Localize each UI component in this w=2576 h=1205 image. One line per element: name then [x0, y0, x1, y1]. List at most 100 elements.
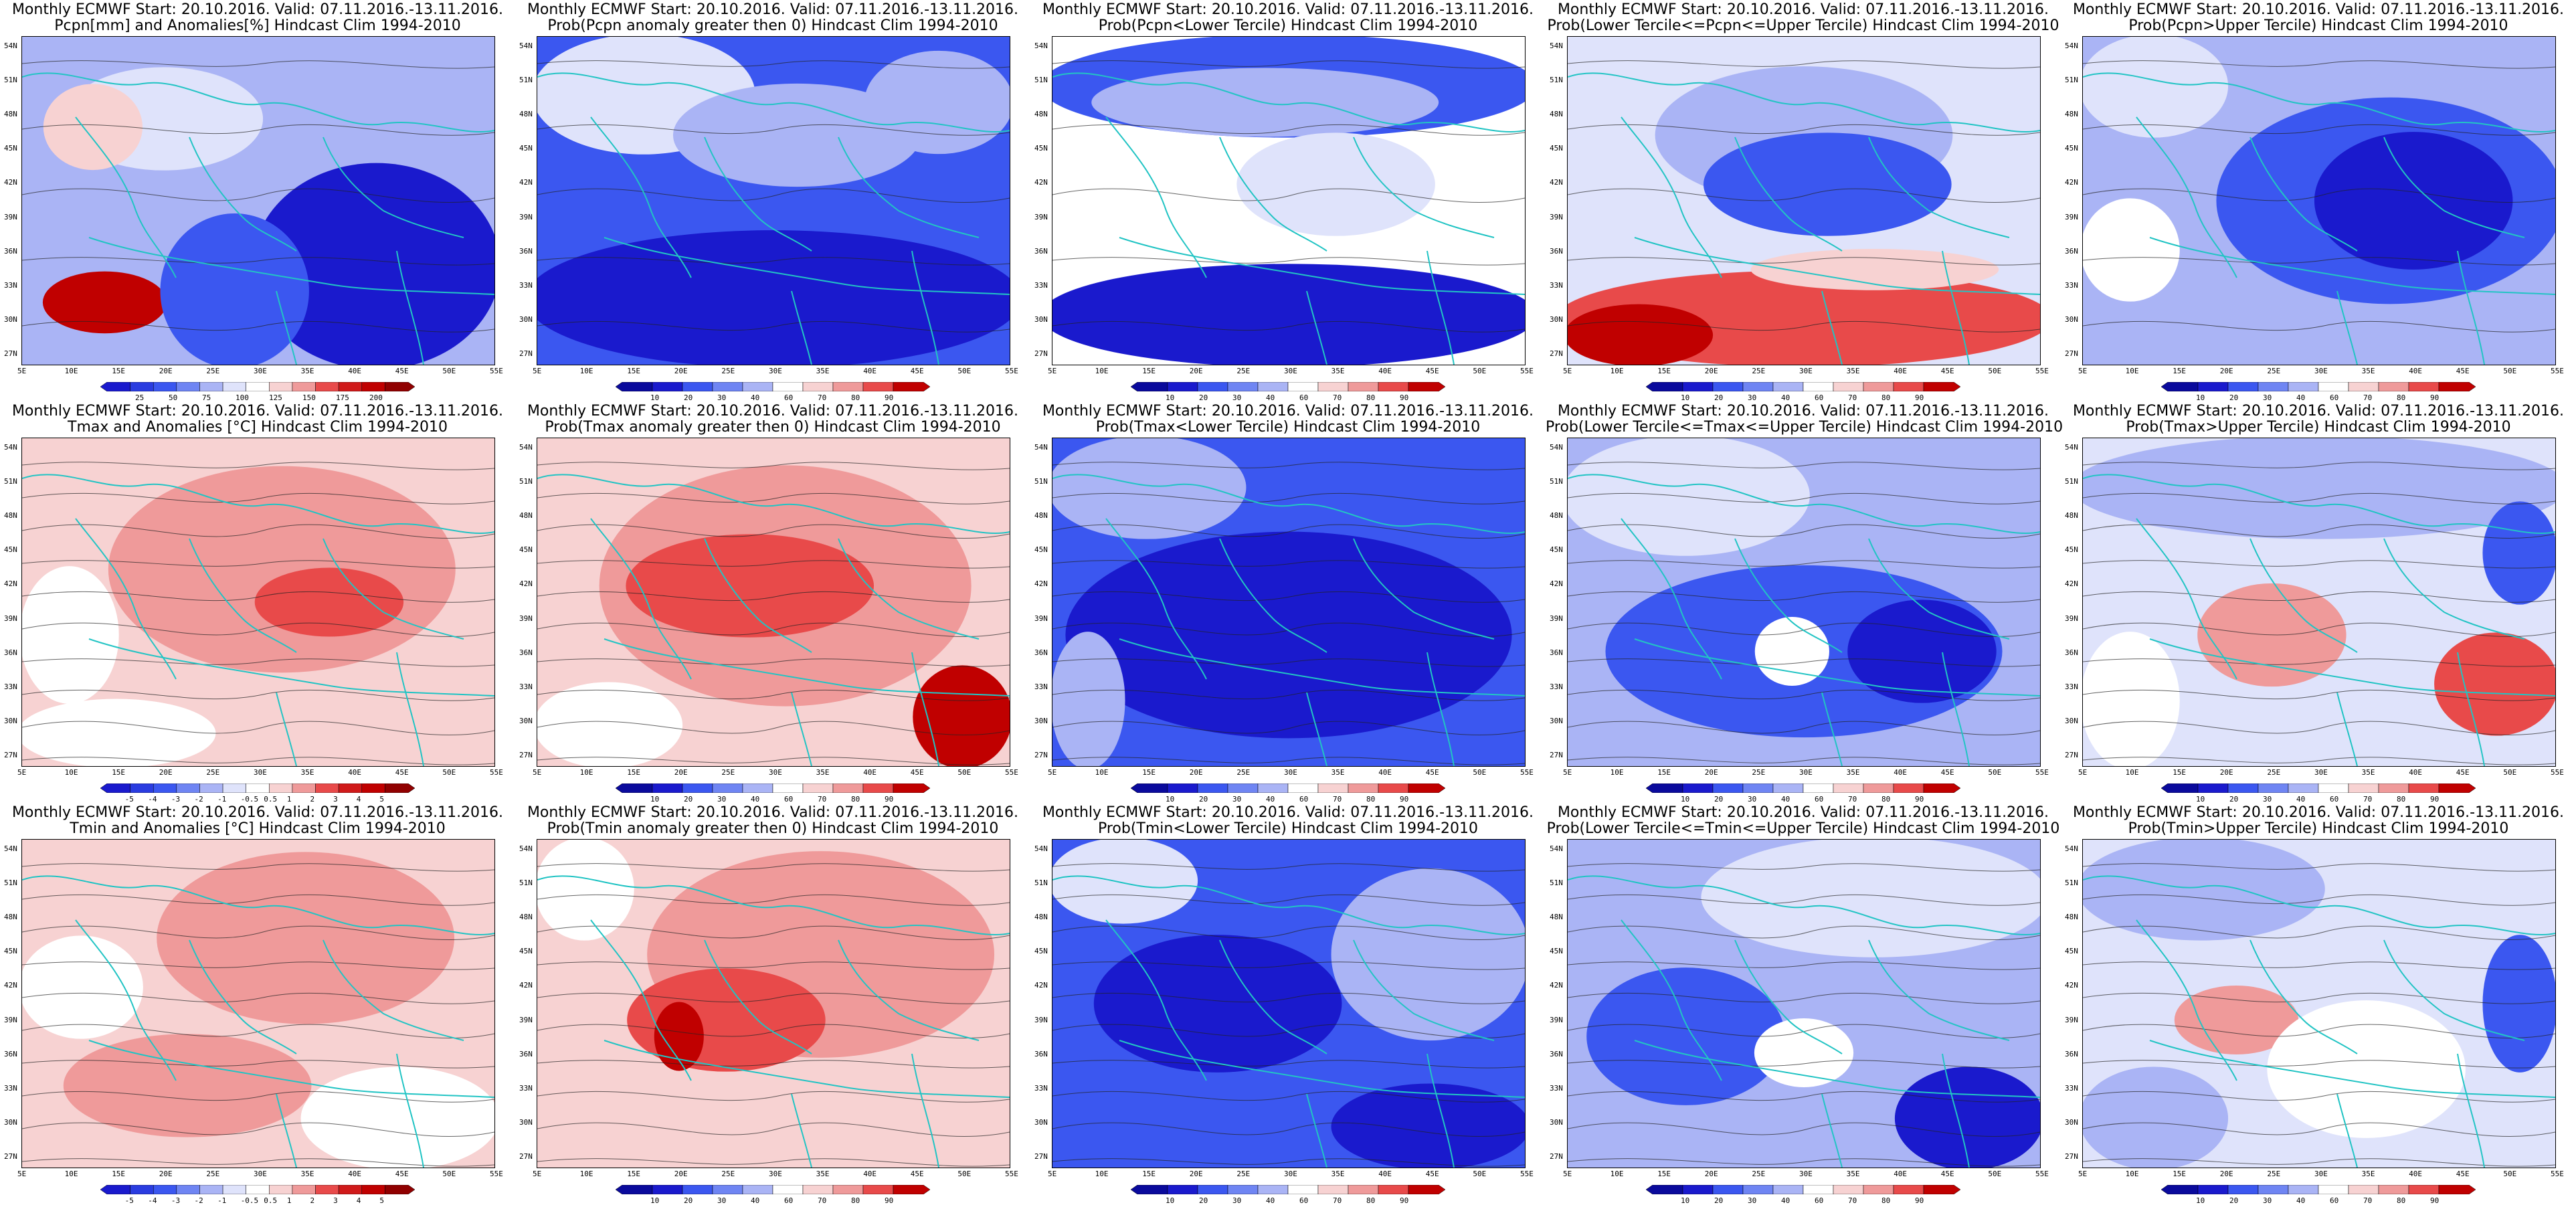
colorbar-tick-label: 30: [1748, 795, 1757, 804]
longitude-label: 50E: [1473, 1170, 1487, 1178]
latitude-label: 45N: [519, 947, 533, 956]
longitude-label: 5E: [2078, 1170, 2088, 1178]
longitude-label: 10E: [2125, 1170, 2139, 1178]
panel-title-line1: Monthly ECMWF Start: 20.10.2016. Valid: …: [527, 804, 1019, 821]
colorbar-tick-label: 90: [1915, 795, 1924, 804]
panel-title-line1: Monthly ECMWF Start: 20.10.2016. Valid: …: [1557, 403, 2049, 420]
colorbar-swatch: [772, 381, 804, 392]
longitude-label: 55E: [2551, 768, 2564, 777]
colorbar-swatch: [862, 381, 894, 392]
colorbar-swatch: [802, 1184, 834, 1195]
longitude-label: 55E: [2035, 768, 2049, 777]
colorbar-swatch: [2197, 381, 2229, 392]
longitude-label: 40E: [863, 367, 877, 375]
map-panel: Monthly ECMWF Start: 20.10.2016. Valid: …: [1030, 803, 1546, 1205]
longitude-label: 55E: [1005, 1170, 1018, 1178]
field-patch: [1754, 617, 1829, 686]
colorbar-tick-label: 20: [684, 393, 693, 402]
colorbar-swatch: [772, 783, 804, 794]
latitude-label: 45N: [2065, 545, 2078, 555]
field-patch: [43, 84, 143, 171]
latitude-label: 33N: [4, 280, 17, 290]
colorbar-tick-label: 90: [885, 795, 894, 804]
longitude-label: 50E: [1473, 367, 1487, 375]
longitude-label: 45E: [2456, 768, 2470, 777]
latitude-label: 33N: [1034, 1083, 1048, 1093]
panel-title-line1: Monthly ECMWF Start: 20.10.2016. Valid: …: [1557, 804, 2049, 821]
map-panel: Monthly ECMWF Start: 20.10.2016. Valid: …: [2061, 0, 2576, 402]
longitude-label: 45E: [910, 367, 924, 375]
colorbar-tick-label: 40: [1266, 795, 1275, 804]
longitude-label: 40E: [348, 367, 362, 375]
latitude-label: 54N: [1550, 41, 1563, 50]
colorbar-swatch: [1923, 381, 1961, 392]
colorbar-tick-label: 70: [2363, 1196, 2373, 1205]
panel-title-line2: Prob(Tmin anomaly greater then 0) Hindca…: [547, 820, 999, 837]
colorbar-swatch: [269, 783, 293, 794]
colorbar-tick-label: 20: [1714, 795, 1724, 804]
latitude-label: 54N: [2065, 443, 2078, 452]
latitude-label: 51N: [4, 76, 17, 85]
latitude-label: 33N: [1034, 682, 1048, 691]
colorbar-tick-label: 60: [784, 795, 794, 804]
latitude-label: 30N: [4, 716, 17, 725]
field-patch: [63, 1034, 312, 1137]
longitude-label: 45E: [2456, 1170, 2470, 1178]
colorbar: [2160, 1184, 2476, 1195]
longitude-label: 45E: [1425, 768, 1439, 777]
latitude-label: 51N: [2065, 878, 2078, 888]
colorbar-swatch: [338, 1184, 363, 1195]
field-patch: [672, 83, 921, 187]
latitude-label: 51N: [4, 878, 17, 888]
latitude-label: 45N: [1550, 144, 1563, 153]
colorbar-tick-label: 20: [2229, 393, 2239, 402]
colorbar-tick-label: 40: [2296, 795, 2306, 804]
longitude-label: 5E: [1048, 768, 1057, 777]
colorbar-swatch: [246, 783, 270, 794]
colorbar-swatch: [2318, 381, 2349, 392]
longitude-label: 5E: [17, 768, 27, 777]
field-patch: [537, 682, 683, 766]
latitude-label: 45N: [1034, 144, 1048, 153]
longitude-label: 15E: [2173, 768, 2187, 777]
latitude-label: 51N: [1550, 878, 1563, 888]
latitude-label: 36N: [1034, 1049, 1048, 1058]
longitude-label: 45E: [910, 768, 924, 777]
longitude-label: 10E: [1095, 367, 1109, 375]
longitude-label: 35E: [1331, 367, 1345, 375]
colorbar: [2160, 783, 2476, 794]
colorbar-swatch: [1742, 783, 1774, 794]
latitude-label: 39N: [4, 614, 17, 623]
longitude-label: 40E: [348, 768, 362, 777]
longitude-label: 30E: [1799, 1170, 1813, 1178]
longitude-label: 35E: [1846, 1170, 1860, 1178]
latitude-label: 48N: [1034, 913, 1048, 922]
latitude-label: 30N: [4, 314, 17, 324]
latitude-label: 42N: [4, 579, 17, 589]
latitude-label: 33N: [519, 1083, 533, 1093]
longitude-label: 20E: [2219, 768, 2233, 777]
colorbar-swatch: [2348, 1184, 2379, 1195]
colorbar-swatch: [1742, 1184, 1774, 1195]
latitude-label: 30N: [1550, 314, 1563, 324]
colorbar-swatch: [269, 1184, 293, 1195]
latitude-label: 54N: [1034, 443, 1048, 452]
longitude-label: 20E: [1704, 768, 1718, 777]
colorbar-swatch: [832, 1184, 864, 1195]
colorbar-tick-label: 90: [1915, 1196, 1924, 1205]
colorbar-swatch: [153, 1184, 177, 1195]
colorbar-swatch: [1682, 381, 1714, 392]
colorbar-swatch: [1167, 381, 1198, 392]
longitude-label: 55E: [490, 367, 503, 375]
latitude-label: 39N: [2065, 212, 2078, 221]
longitude-label: 55E: [1005, 367, 1018, 375]
longitude-label: 35E: [1331, 1170, 1345, 1178]
latitude-label: 39N: [2065, 614, 2078, 623]
colorbar-tick-label: 40: [2296, 1196, 2306, 1205]
colorbar-tick-label: 40: [1266, 1196, 1275, 1205]
colorbar-tick-label: 20: [1714, 393, 1724, 402]
latitude-label: 45N: [1034, 947, 1048, 956]
field-patch: [2174, 986, 2299, 1054]
colorbar-swatch: [176, 381, 200, 392]
map-plot-area: [2082, 438, 2556, 767]
